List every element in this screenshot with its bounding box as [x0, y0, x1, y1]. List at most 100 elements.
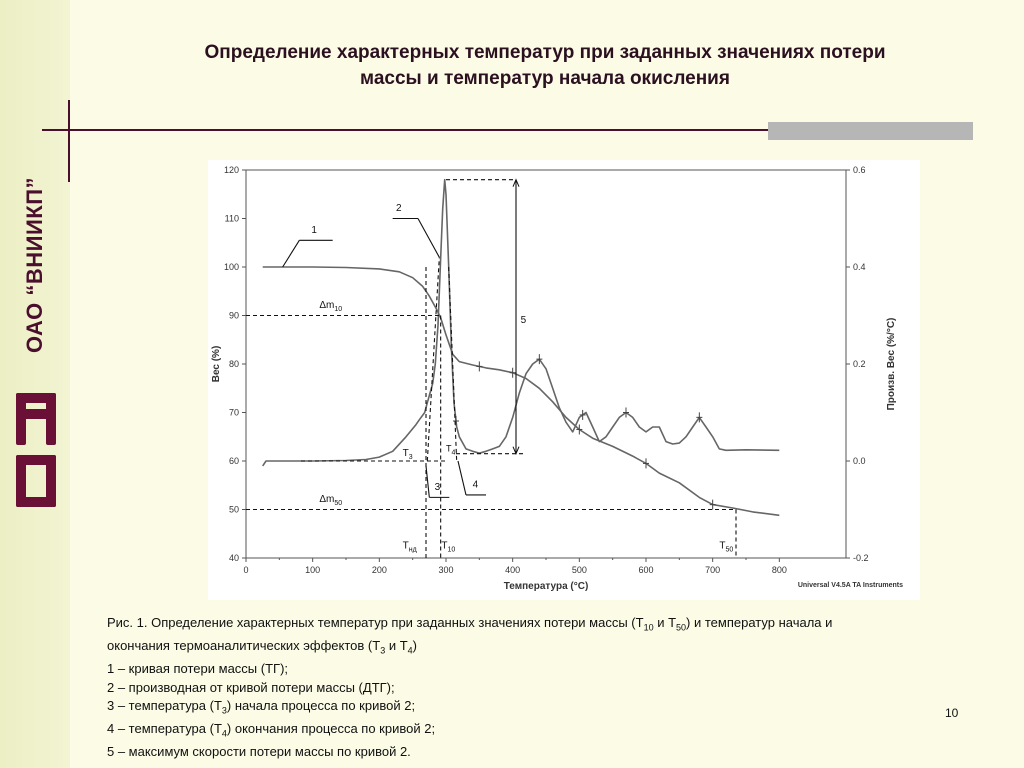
x-tick-label: 0 — [243, 565, 248, 575]
title-line-1: Определение характерных температур при з… — [204, 42, 886, 63]
page-number: 10 — [945, 706, 959, 720]
y-tick-label: 80 — [229, 359, 239, 369]
caption-text: 2 – производная от кривой потери массы (… — [107, 679, 395, 695]
caption-subscript: 3 — [221, 705, 227, 716]
label-t10: T10 — [441, 540, 455, 553]
caption-line: 3 – температура (T3) начала процесса по … — [107, 697, 937, 720]
label-dm10-main: Δm — [319, 300, 334, 311]
label-t3-main: T — [403, 448, 409, 459]
label-dm50: Δm50 — [319, 494, 342, 507]
caption-subscript: 4 — [407, 645, 413, 656]
y2-tick-label: 0.0 — [853, 456, 866, 466]
label-5: 5 — [521, 315, 527, 326]
caption-line: окончания термоаналитических эффектов (T… — [107, 637, 937, 660]
y-tick-label: 60 — [229, 456, 239, 466]
caption-text: ) начала процесса по кривой 2; — [226, 698, 416, 714]
label-3: 3 — [435, 482, 441, 493]
callout-2: 2 — [396, 203, 402, 214]
caption-subscript: 50 — [676, 622, 687, 633]
sidebar: ОАО “ВНИИКП” — [0, 0, 70, 768]
y2-tick-label: 0.2 — [853, 359, 866, 369]
caption-text: 3 – температура (T — [107, 698, 222, 714]
company-logo — [16, 393, 56, 507]
max-rate-arrowhead-top — [512, 178, 520, 187]
label-t50-sub: 50 — [725, 546, 733, 553]
t3-tangent — [426, 257, 440, 462]
label-t50-main: T — [719, 540, 725, 551]
caption-line: 1 – кривая потери массы (ТГ); — [107, 660, 937, 679]
x-tick-label: 700 — [705, 565, 720, 575]
label-tnd-sub: нд — [409, 546, 417, 553]
callout-2-main: 2 — [396, 203, 402, 214]
x-tick-label: 300 — [438, 565, 453, 575]
label-t50: T50 — [719, 540, 733, 553]
caption-text: 1 – кривая потери массы (ТГ); — [107, 661, 289, 677]
y2-tick-label: 0.6 — [853, 165, 866, 175]
org-name-text: ОАО “ВНИИКП” — [22, 176, 47, 354]
x-tick-label: 500 — [572, 565, 587, 575]
callout-2-leader — [417, 218, 440, 258]
header-rule — [42, 129, 972, 131]
y-tick-label: 100 — [224, 262, 239, 272]
y-tick-label: 50 — [229, 505, 239, 515]
y-axis-title: Вес (%) — [211, 346, 222, 383]
label-tnd: Tнд — [403, 540, 417, 553]
y2-tick-label: 0.4 — [853, 262, 866, 272]
y-tick-label: 110 — [225, 214, 239, 224]
tga-chart: 0 100 200 300 400 500 600 700 800405060708090100… — [211, 165, 903, 592]
label-3-main: 3 — [435, 482, 441, 493]
caption-text: ) — [412, 638, 417, 654]
label-t10-main: T — [441, 540, 447, 551]
x-tick-label: 800 — [772, 565, 787, 575]
t4-tangent — [448, 266, 458, 462]
label-t4: T4 — [446, 443, 456, 456]
caption-text: ) и температур начала и — [686, 615, 833, 630]
caption-text: 4 – температура (T — [107, 721, 222, 737]
y-tick-label: 40 — [229, 553, 239, 563]
x-tick-label: 600 — [638, 565, 653, 575]
label-dm10-sub: 10 — [334, 306, 342, 313]
title-line-2: массы и температур начала окисления — [360, 68, 730, 89]
slide-title: Определение характерных температур при з… — [110, 40, 980, 92]
x-tick-label: 400 — [505, 565, 520, 575]
instrument-footer: Universal V4.5A TA Instruments — [798, 582, 903, 589]
caption-line: 5 – максимум скорости потери массы по кр… — [107, 743, 937, 762]
org-name: ОАО “ВНИИКП” — [10, 150, 60, 380]
caption-subscript: 10 — [643, 622, 654, 633]
x-axis-title: Температура (°C) — [504, 581, 589, 592]
y-tick-label: 90 — [229, 311, 239, 321]
x-tick-label: 200 — [372, 565, 387, 575]
callout-1: 1 — [311, 225, 317, 236]
label-t4-sub: 4 — [452, 449, 456, 456]
y2-axis-title: Произв. Вес (%/°C) — [886, 318, 897, 411]
caption-subscript: 3 — [380, 645, 386, 656]
figure-caption: Рис. 1. Определение характерных температ… — [107, 614, 937, 762]
label-dm10: Δm10 — [319, 300, 342, 313]
x-tick-label: 100 — [305, 565, 320, 575]
caption-text: Рис. 1. Определение характерных температ… — [107, 615, 644, 630]
max-rate-arrowhead-bottom — [512, 446, 520, 455]
header-grey-block — [768, 122, 973, 140]
caption-text: окончания термоаналитических эффектов (T — [107, 638, 381, 654]
callout-1-main: 1 — [311, 225, 317, 236]
label-4-main: 4 — [473, 480, 479, 491]
caption-text: 5 – максимум скорости потери массы по кр… — [107, 744, 411, 760]
label-t4-main: T — [446, 443, 452, 453]
label-dm50-sub: 50 — [334, 500, 342, 507]
tg-curve — [262, 266, 780, 517]
label-tnd-main: T — [403, 540, 409, 551]
callout-1-leader — [282, 240, 300, 268]
y-tick-label: 120 — [224, 165, 239, 175]
caption-subscript: 4 — [221, 728, 227, 739]
caption-line: 2 – производная от кривой потери массы (… — [107, 679, 937, 698]
caption-line: 4 – температура (T4) окончания процесса … — [107, 720, 937, 743]
label-t3-sub: 3 — [409, 454, 413, 461]
label-4: 4 — [473, 480, 479, 491]
label-t10-sub: 10 — [447, 546, 455, 553]
label-5-main: 5 — [521, 315, 527, 326]
label-t3: T3 — [403, 448, 413, 461]
label-dm50-main: Δm — [319, 494, 334, 505]
callout-4-leader — [457, 460, 467, 496]
y-tick-label: 70 — [229, 408, 239, 418]
caption-text: ) окончания процесса по кривой 2; — [226, 721, 436, 737]
